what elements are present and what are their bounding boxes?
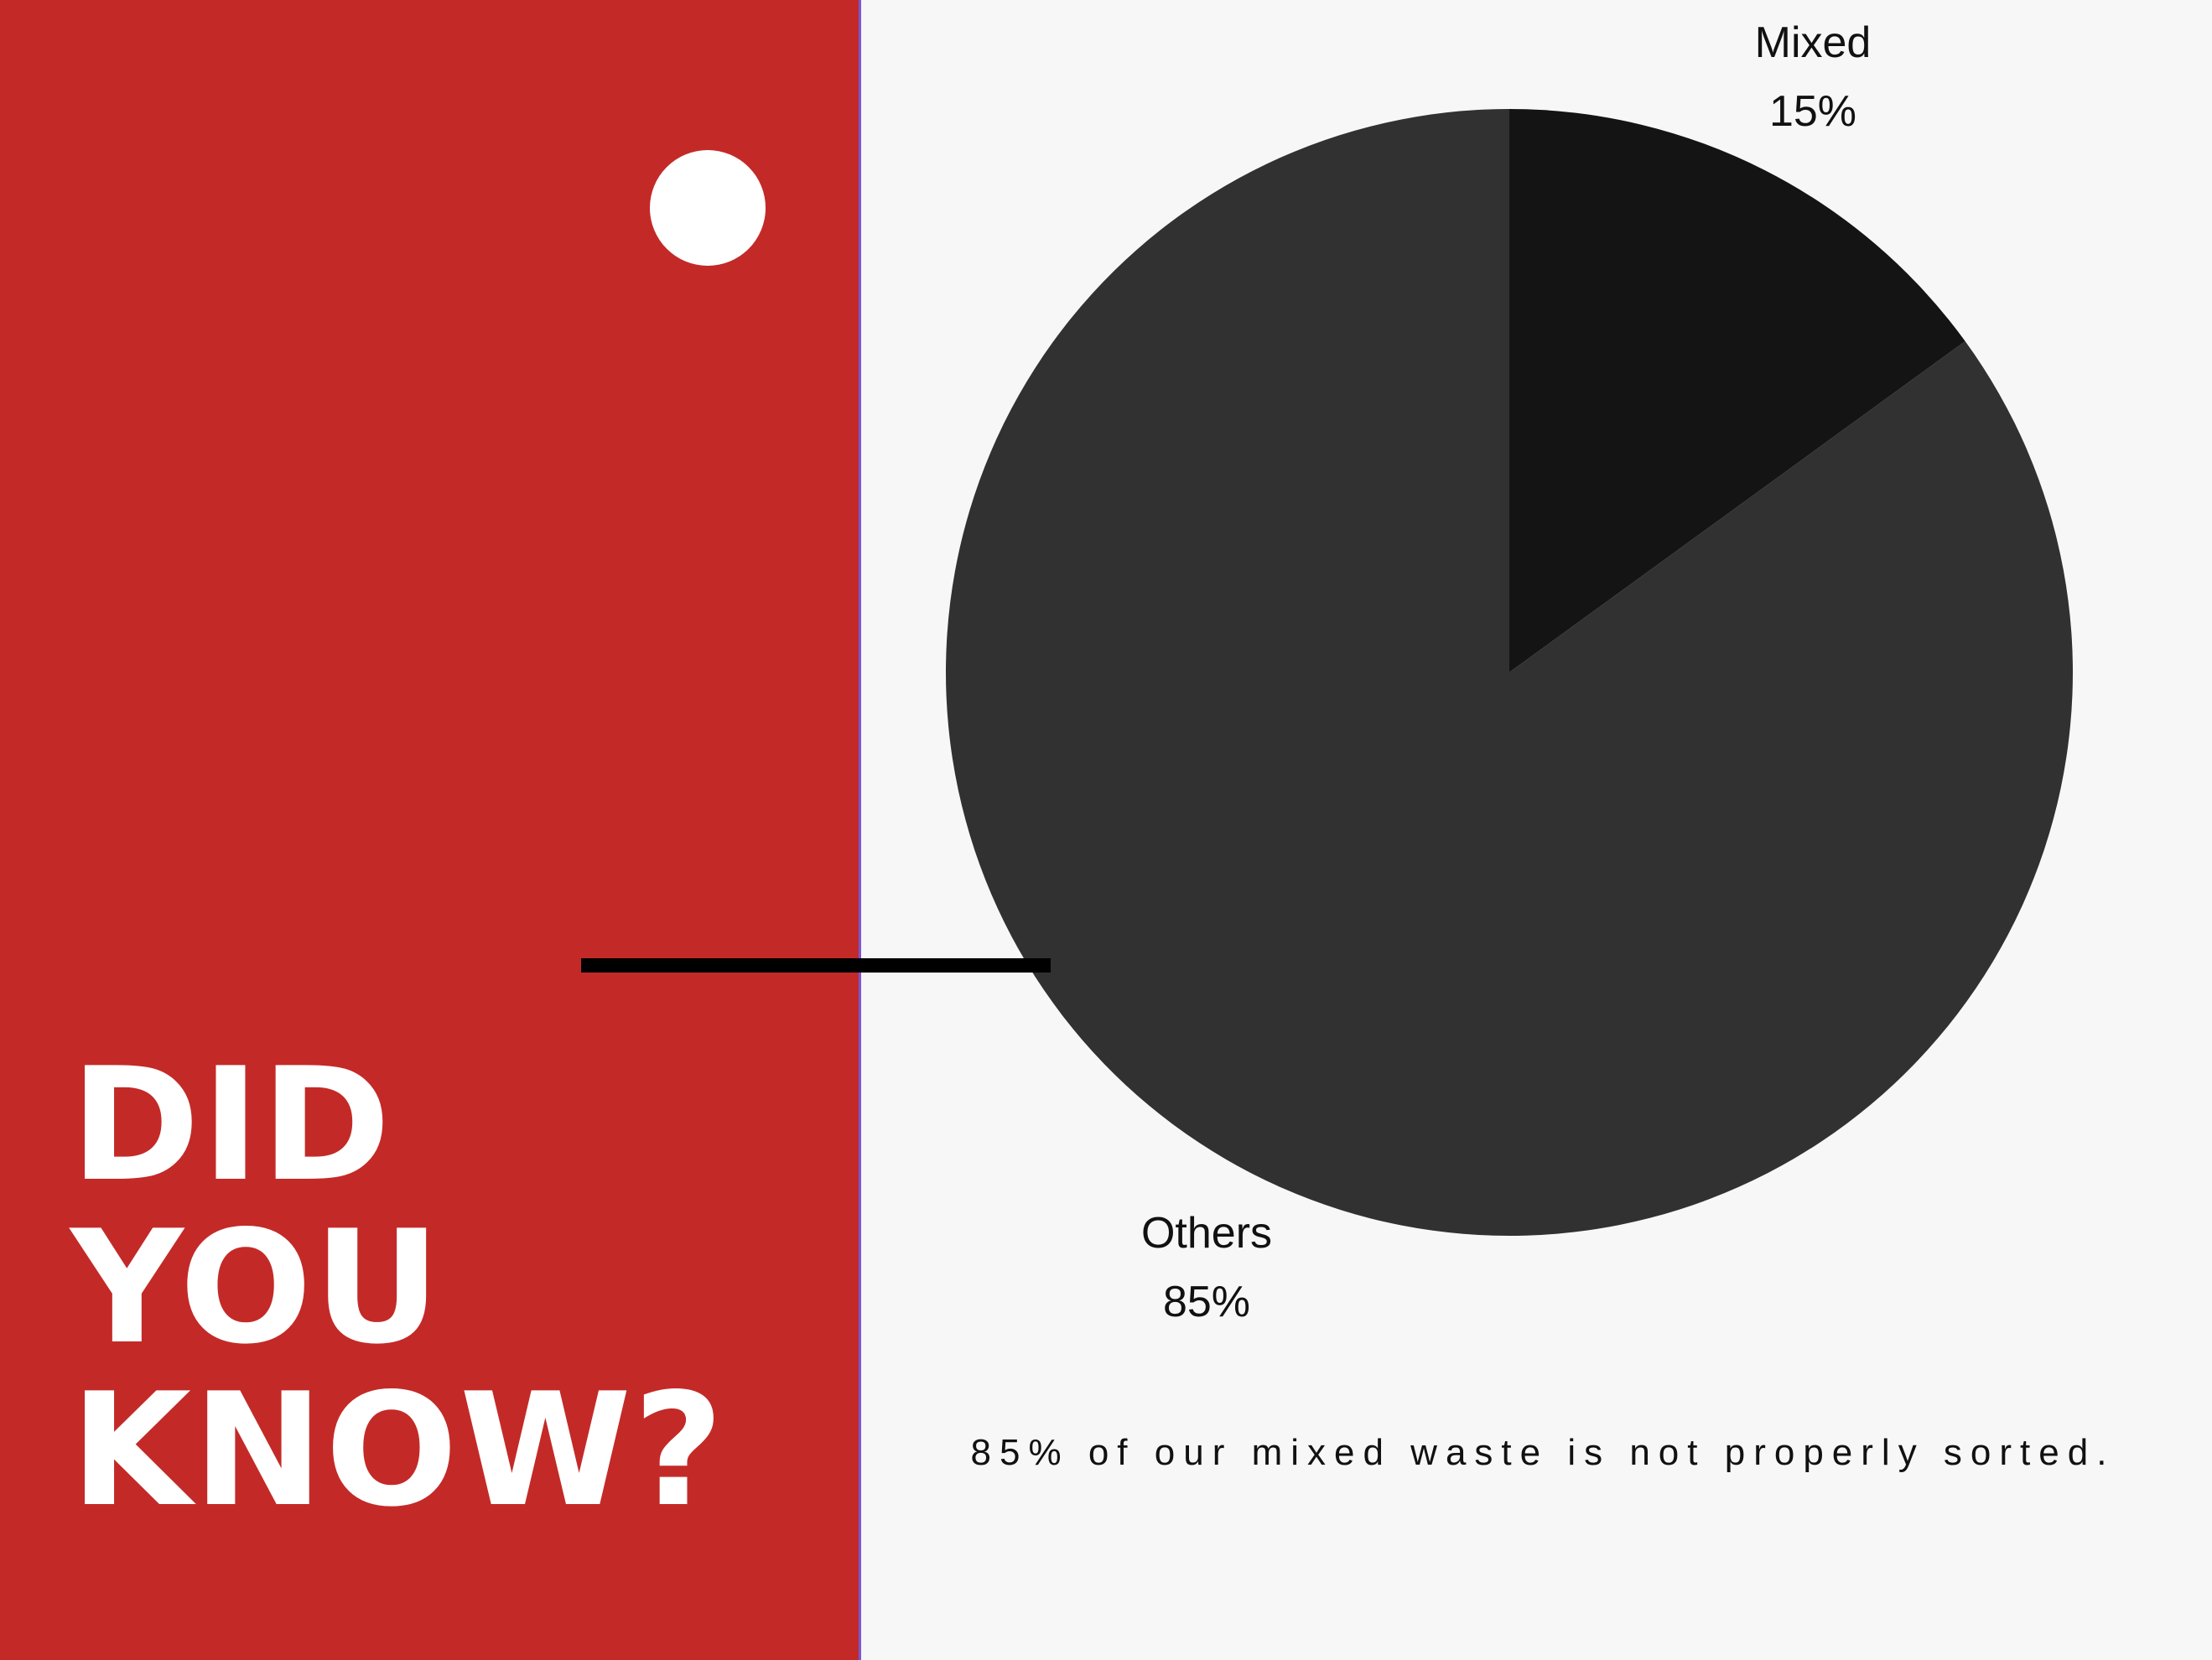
pie-slice-mixed [1509, 109, 1965, 672]
pie-value-mixed: 15% [1769, 87, 1856, 136]
red-panel [0, 0, 859, 1660]
pie-label-others: Others [1141, 1209, 1272, 1258]
pie-value-others: 85% [1163, 1278, 1250, 1326]
headline-line-2: YOU [70, 1196, 443, 1378]
decorative-bar [581, 958, 1051, 973]
headline: DID YOU KNOW? [70, 1044, 725, 1532]
headline-line-1: DID [70, 1034, 392, 1216]
panel-divider [859, 0, 861, 1660]
chart-caption: 85% of our mixed waste is not properly s… [970, 1432, 2116, 1473]
pie-slice-others [945, 109, 2073, 1236]
headline-line-3: KNOW? [70, 1359, 725, 1541]
decorative-dot [650, 150, 766, 266]
pie-label-mixed: Mixed [1755, 18, 1872, 67]
